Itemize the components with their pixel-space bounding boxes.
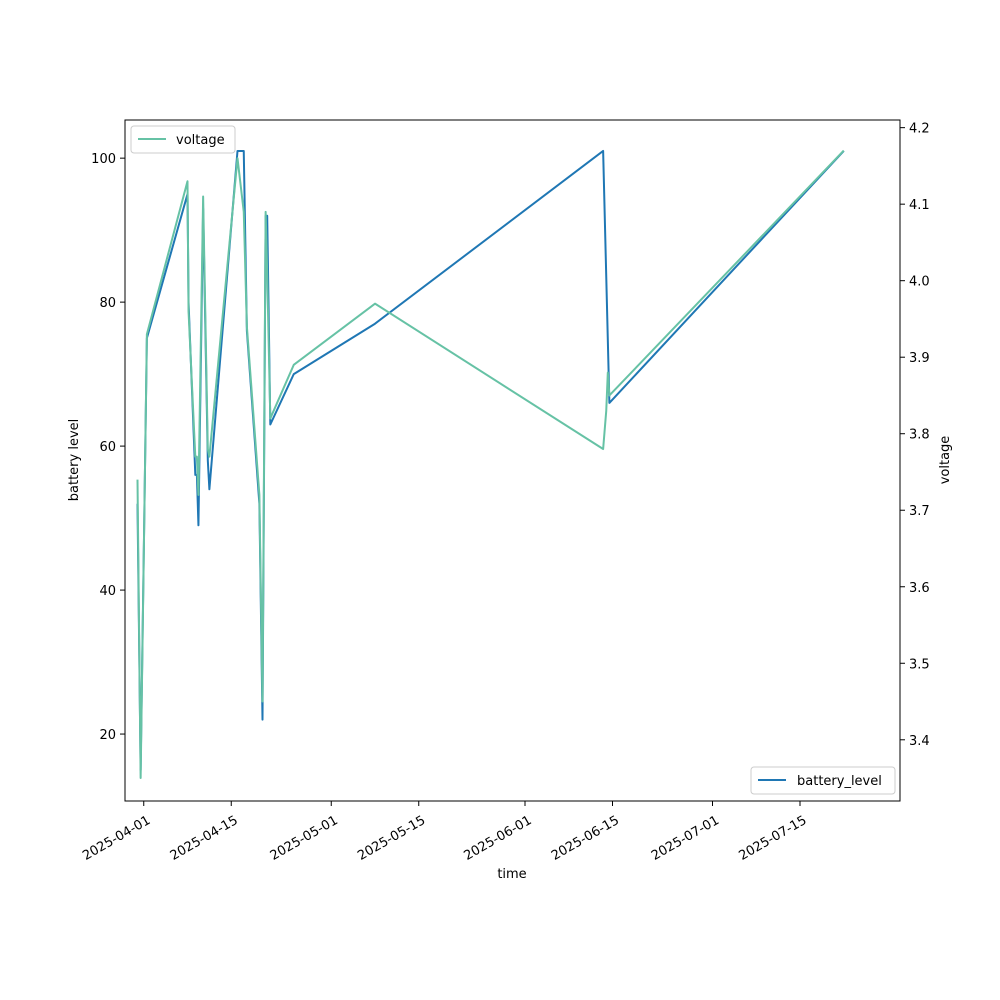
plot-frame [124,119,901,802]
series-line-voltage [136,149,845,780]
right-y-tick-label: 4.1 [909,198,930,213]
left-y-tick-label: 80 [99,296,116,311]
left-y-axis-ticks: 20 40 60 80 100 [91,152,125,743]
right-y-tick-label: 4.2 [909,122,930,137]
right-y-tick-label: 3.8 [909,428,930,443]
right-y-tick-label: 3.6 [909,581,930,596]
legend-box [750,766,896,795]
right-y-tick-label: 3.5 [909,657,930,672]
left-y-tick-label: 20 [99,728,116,743]
legend-label: voltage [176,133,225,148]
plot-lines [136,149,845,780]
legend-box [130,125,236,154]
x-axis-title: time [497,867,526,882]
legend-battery-level: battery_level [750,766,896,795]
left-y-axis-title: battery level [67,419,82,502]
legend-voltage: voltage [130,125,236,154]
right-y-tick-label: 3.7 [909,504,930,519]
left-y-tick-label: 60 [99,440,116,455]
right-y-axis-ticks: 3.4 3.5 3.6 3.7 3.8 3.9 4.0 4.1 4.2 [900,122,930,749]
left-y-tick-label: 40 [99,584,116,599]
right-y-axis-title: voltage [938,436,953,485]
legend-label: battery_level [797,774,882,789]
right-y-tick-label: 3.9 [909,351,930,366]
right-y-tick-label: 4.0 [909,275,930,290]
right-y-tick-label: 3.4 [909,734,930,749]
left-y-tick-label: 100 [91,152,116,167]
